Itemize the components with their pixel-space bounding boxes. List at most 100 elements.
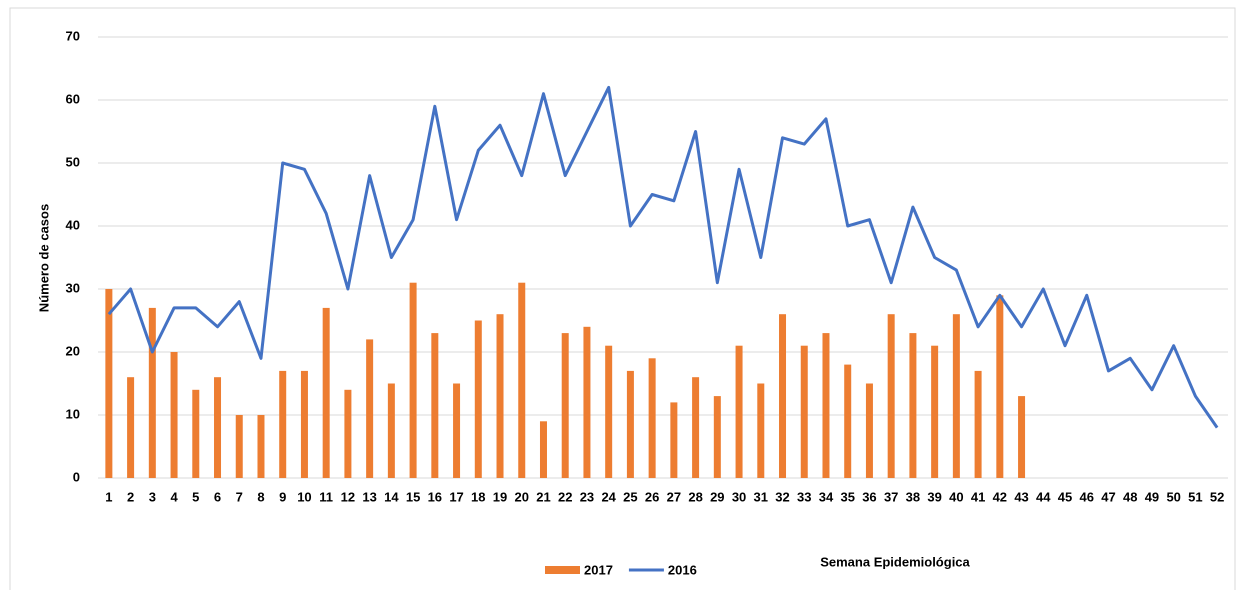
bar bbox=[670, 402, 678, 478]
x-tick-label: 19 bbox=[493, 489, 507, 504]
y-tick-label: 0 bbox=[73, 469, 80, 484]
bar bbox=[474, 320, 482, 478]
bar bbox=[996, 295, 1004, 478]
x-tick-label: 32 bbox=[775, 489, 789, 504]
x-tick-label: 17 bbox=[449, 489, 463, 504]
x-tick-label: 31 bbox=[754, 489, 768, 504]
bar bbox=[974, 370, 982, 478]
x-tick-label: 6 bbox=[214, 489, 221, 504]
x-tick-label: 7 bbox=[236, 489, 243, 504]
line bbox=[107, 85, 1219, 429]
x-tick-label: 18 bbox=[471, 489, 485, 504]
x-tick-label: 12 bbox=[341, 489, 355, 504]
bar bbox=[692, 377, 700, 478]
x-tick-label: 13 bbox=[362, 489, 376, 504]
bar bbox=[909, 333, 917, 478]
bar bbox=[887, 314, 895, 478]
bar bbox=[127, 377, 135, 478]
bar bbox=[214, 377, 222, 478]
x-tick-label: 49 bbox=[1145, 489, 1159, 504]
x-tick-label: 47 bbox=[1101, 489, 1115, 504]
y-tick-label: 40 bbox=[66, 217, 80, 232]
x-tick-label: 37 bbox=[884, 489, 898, 504]
y-tick-label: 20 bbox=[66, 343, 80, 358]
bar bbox=[453, 383, 461, 478]
y-tick-label: 50 bbox=[66, 154, 80, 169]
x-tick-label: 2 bbox=[127, 489, 134, 504]
bar bbox=[800, 345, 808, 478]
y-tick-label: 30 bbox=[66, 280, 80, 295]
bar bbox=[952, 314, 960, 478]
x-tick-label: 16 bbox=[428, 489, 442, 504]
bar bbox=[322, 307, 330, 478]
x-tick-label: 46 bbox=[1080, 489, 1094, 504]
x-tick-label: 20 bbox=[515, 489, 529, 504]
x-tick-label: 22 bbox=[558, 489, 572, 504]
x-tick-label: 3 bbox=[149, 489, 156, 504]
bar bbox=[496, 314, 504, 478]
chart-frame bbox=[9, 7, 1236, 595]
bar bbox=[409, 282, 417, 478]
bar bbox=[865, 383, 873, 478]
x-tick-label: 51 bbox=[1188, 489, 1202, 504]
x-tick-label: 35 bbox=[840, 489, 854, 504]
x-tick-label: 52 bbox=[1210, 489, 1224, 504]
x-tick-label: 10 bbox=[297, 489, 311, 504]
bar bbox=[583, 326, 591, 478]
x-tick-label: 24 bbox=[601, 489, 616, 504]
bar bbox=[235, 415, 243, 478]
bar bbox=[192, 389, 200, 478]
bar bbox=[431, 333, 439, 478]
bar bbox=[713, 396, 721, 478]
x-tick-label: 48 bbox=[1123, 489, 1137, 504]
bar bbox=[757, 383, 765, 478]
bar bbox=[539, 421, 547, 478]
x-tick-label: 42 bbox=[993, 489, 1007, 504]
x-tick-label: 29 bbox=[710, 489, 724, 504]
bar bbox=[1018, 396, 1026, 478]
bar bbox=[518, 282, 526, 478]
bar bbox=[170, 352, 178, 478]
x-tick-label: 27 bbox=[667, 489, 681, 504]
x-tick-label: 5 bbox=[192, 489, 199, 504]
x-tick-label: 21 bbox=[536, 489, 550, 504]
bar bbox=[148, 307, 156, 478]
x-tick-label: 11 bbox=[319, 489, 333, 504]
bar bbox=[366, 339, 374, 478]
x-tick-label: 4 bbox=[170, 489, 178, 504]
x-tick-label: 26 bbox=[645, 489, 659, 504]
legend-label: 2016 bbox=[668, 562, 697, 577]
x-tick-label: 30 bbox=[732, 489, 746, 504]
bar bbox=[605, 345, 613, 478]
x-tick-label: 43 bbox=[1014, 489, 1028, 504]
x-tick-label: 41 bbox=[971, 489, 985, 504]
x-axis-title: Semana Epidemiológica bbox=[820, 554, 970, 569]
bar bbox=[648, 358, 656, 478]
y-axis-title: Número de casos bbox=[36, 204, 51, 312]
x-tick-label: 40 bbox=[949, 489, 963, 504]
x-tick-label: 25 bbox=[623, 489, 637, 504]
bar bbox=[387, 383, 395, 478]
y-tick-label: 10 bbox=[66, 406, 80, 421]
bar bbox=[257, 415, 265, 478]
bar bbox=[561, 333, 569, 478]
x-tick-label: 50 bbox=[1166, 489, 1180, 504]
x-tick-label: 33 bbox=[797, 489, 811, 504]
bar bbox=[931, 345, 939, 478]
legend-swatch bbox=[545, 566, 580, 574]
bar bbox=[822, 333, 830, 478]
x-tick-label: 15 bbox=[406, 489, 420, 504]
y-tick-label: 60 bbox=[66, 91, 80, 106]
x-tick-label: 8 bbox=[257, 489, 264, 504]
x-tick-label: 45 bbox=[1058, 489, 1072, 504]
legend-label: 2017 bbox=[584, 562, 613, 577]
x-tick-label: 28 bbox=[688, 489, 702, 504]
bar bbox=[105, 289, 113, 478]
bar bbox=[300, 370, 308, 478]
x-tick-label: 34 bbox=[819, 489, 834, 504]
bar bbox=[626, 370, 634, 478]
bar bbox=[844, 364, 852, 478]
bar bbox=[279, 370, 287, 478]
bar bbox=[779, 314, 787, 478]
x-tick-label: 36 bbox=[862, 489, 876, 504]
